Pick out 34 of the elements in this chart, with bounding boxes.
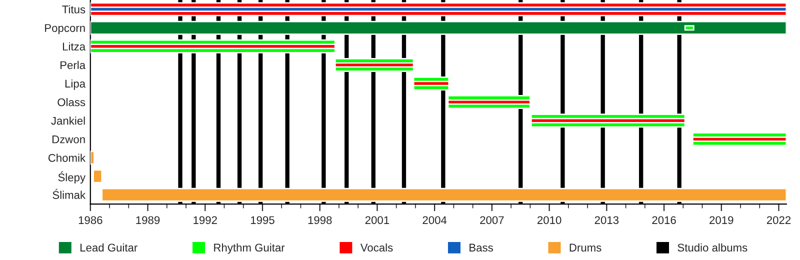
bar xyxy=(90,20,786,35)
legend-label: Rhythm Guitar xyxy=(214,243,285,254)
y-tick-label: Perla xyxy=(60,60,86,70)
legend-label: Drums xyxy=(570,244,602,252)
legend-label: Lead Guitar xyxy=(80,243,138,252)
bar xyxy=(90,150,95,165)
bar xyxy=(101,188,786,202)
x-tick-label: 1989 xyxy=(136,216,160,224)
legend-label: Bass xyxy=(470,244,493,252)
x-tick-label: 1998 xyxy=(308,216,332,224)
y-tick-label: Lipa xyxy=(65,79,86,90)
x-tick-label: 2013 xyxy=(594,216,619,224)
x-tick-label: 2016 xyxy=(652,216,676,224)
x-tick-label: 2010 xyxy=(538,216,562,224)
x-tick-label: 2007 xyxy=(480,216,504,224)
legend-label: Studio albums xyxy=(678,243,748,252)
y-tick-label: Titus xyxy=(62,5,86,14)
x-tick-label: 1992 xyxy=(194,216,217,224)
y-tick-label: Olass xyxy=(58,98,86,106)
bar xyxy=(92,169,103,184)
x-tick-label: 2001 xyxy=(365,216,390,224)
x-tick-label: 2019 xyxy=(710,216,734,224)
x-tick-label: 2004 xyxy=(422,216,447,224)
x-tick-label: 1986 xyxy=(78,216,102,224)
y-tick-label: Litza xyxy=(62,42,86,51)
legend-label: Vocals xyxy=(360,243,393,252)
y-tick-label: Chomik xyxy=(48,154,86,162)
y-tick-label: Jankiel xyxy=(51,116,85,125)
y-tick-label: Ślepy xyxy=(58,171,86,184)
y-tick-label: Ślimak xyxy=(52,188,86,199)
x-tick-label: 2022 xyxy=(766,216,791,224)
y-tick-label: Dzwon xyxy=(52,136,85,144)
y-tick-label: Popcorn xyxy=(45,24,85,34)
x-tick-label: 1995 xyxy=(250,216,274,224)
